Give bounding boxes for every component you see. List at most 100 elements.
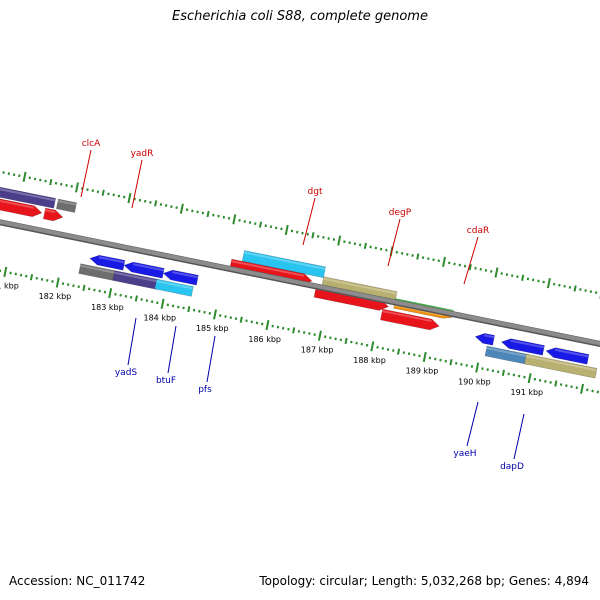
accession-text: Accession: NC_011742 bbox=[9, 574, 146, 588]
leader-line bbox=[80, 149, 92, 198]
leader-line bbox=[302, 197, 316, 246]
yads-feature-shine bbox=[80, 264, 115, 274]
inner-scale-tick bbox=[265, 319, 270, 331]
tick-label: 184 kbp bbox=[144, 314, 177, 323]
gene-label-btuf: btuF bbox=[156, 376, 176, 386]
yads-cds-shine bbox=[98, 256, 125, 264]
tick-label: 181 kbp bbox=[0, 282, 19, 291]
gene-label-yads: yadS bbox=[115, 368, 138, 378]
dgt-cds-shine bbox=[231, 260, 305, 277]
gene-label-dgt: dgt bbox=[308, 187, 323, 197]
tick-label: 187 kbp bbox=[301, 345, 334, 354]
tick-label: 183 kbp bbox=[91, 303, 124, 312]
yadr-cds bbox=[42, 207, 64, 222]
btuf-cds bbox=[123, 261, 165, 279]
outer-scale-tick bbox=[232, 214, 237, 225]
pfs-feature bbox=[154, 278, 194, 297]
leader-line bbox=[206, 335, 216, 383]
pfs-cds-shine bbox=[172, 271, 199, 279]
inner-scale-tick bbox=[554, 380, 558, 387]
leader-line bbox=[466, 401, 479, 447]
inner-scale-tick bbox=[160, 298, 165, 309]
genome-title: Escherichia coli S88, complete genome bbox=[172, 9, 428, 24]
inner-scale-tick bbox=[422, 351, 427, 363]
leader-line bbox=[513, 413, 525, 460]
inner-scale-tick bbox=[475, 362, 480, 373]
inner-scale-tick bbox=[449, 359, 453, 366]
backbone-layer bbox=[0, 219, 600, 348]
inner-scale-tick bbox=[108, 288, 113, 299]
yadr-cds-shine bbox=[44, 209, 56, 214]
outer-scale-tick bbox=[206, 210, 210, 218]
inner-scale-tick bbox=[370, 341, 375, 352]
outer-scale-tick bbox=[363, 242, 367, 250]
outer-scale-tick bbox=[521, 274, 525, 281]
dapd-cds bbox=[500, 338, 545, 356]
inner-scale-tick bbox=[527, 373, 532, 384]
inner-scale-tick bbox=[344, 337, 348, 345]
outer-scale-tick bbox=[22, 171, 27, 182]
outer-scale-tick bbox=[75, 182, 79, 193]
btuf-feature bbox=[112, 270, 160, 290]
yads-cds bbox=[89, 254, 126, 271]
yaeh-cds-shine bbox=[484, 334, 495, 339]
yaeh-cds bbox=[474, 333, 495, 346]
inner-scale-tick bbox=[3, 266, 8, 277]
clca-cds bbox=[0, 198, 43, 218]
next-reverse-cds bbox=[545, 347, 590, 365]
gene-label-clca: clcA bbox=[82, 139, 101, 149]
gene-label-degp: degP bbox=[389, 208, 412, 218]
yadr-feature-shine bbox=[57, 200, 77, 206]
genome-summary-text: Topology: circular; Length: 5,032,268 bp… bbox=[259, 574, 589, 588]
clca-cds-shine bbox=[0, 199, 35, 209]
outer-scale-tick bbox=[179, 203, 184, 214]
dgt-feature-shine bbox=[243, 251, 326, 270]
gene-label-cdar: cdaR bbox=[467, 226, 489, 236]
outer-scale-tick bbox=[49, 179, 53, 186]
outer-scale-tick bbox=[442, 256, 447, 267]
label-layer: 181 kbp 182 kbp 183 kbp 184 kbp 185 kbp 186 k… bbox=[0, 139, 543, 472]
tick-layer bbox=[0, 171, 600, 394]
btuf-feature-shine bbox=[114, 271, 160, 283]
inner-scale-tick bbox=[55, 277, 60, 288]
inner-scale-tick bbox=[134, 295, 138, 302]
outer-scale-tick bbox=[154, 200, 158, 207]
leader-line bbox=[127, 317, 137, 366]
inner-scale-tick bbox=[29, 274, 34, 281]
tick-label: 186 kbp bbox=[248, 335, 281, 344]
outer-scale-tick bbox=[494, 267, 499, 278]
inner-scale-tick bbox=[239, 316, 243, 323]
inner-scale-tick bbox=[580, 383, 585, 394]
inner-scale-tick bbox=[501, 369, 505, 377]
pfs-cds bbox=[162, 269, 199, 286]
gene-label-dapd: dapD bbox=[500, 462, 524, 472]
tick-label: 182 kbp bbox=[39, 292, 72, 301]
leader-line bbox=[387, 218, 401, 267]
gene-label-pfs: pfs bbox=[198, 385, 212, 395]
cdar-cds-red bbox=[380, 308, 440, 331]
inner-scale-tick bbox=[82, 284, 86, 291]
inner-scale-tick bbox=[292, 327, 296, 334]
next-reverse-cds-shine bbox=[554, 348, 589, 358]
inner-scale-tick bbox=[317, 330, 322, 341]
yadr-feature bbox=[55, 198, 77, 213]
backbone-line bbox=[0, 219, 600, 346]
inner-scale-tick bbox=[213, 309, 218, 320]
btuf-cds-shine bbox=[132, 263, 165, 272]
tick-label: 188 kbp bbox=[353, 356, 386, 365]
tick-label: 185 kbp bbox=[196, 324, 229, 333]
tick-label: 191 kbp bbox=[511, 388, 544, 397]
inner-scale-tick bbox=[187, 305, 191, 313]
outer-scale-tick bbox=[101, 189, 105, 196]
clca-feature bbox=[0, 186, 57, 209]
outer-scale-tick bbox=[337, 235, 342, 246]
tick-label: 190 kbp bbox=[458, 377, 491, 386]
outer-scale-tick bbox=[311, 232, 315, 239]
cdar-cds-red-shine bbox=[382, 310, 432, 322]
outer-scale-tick bbox=[416, 253, 420, 260]
outer-scale-tick bbox=[284, 224, 289, 236]
tick-label: 189 kbp bbox=[406, 367, 439, 376]
leader-line bbox=[131, 159, 143, 209]
dapd-feature-shine bbox=[486, 347, 529, 358]
